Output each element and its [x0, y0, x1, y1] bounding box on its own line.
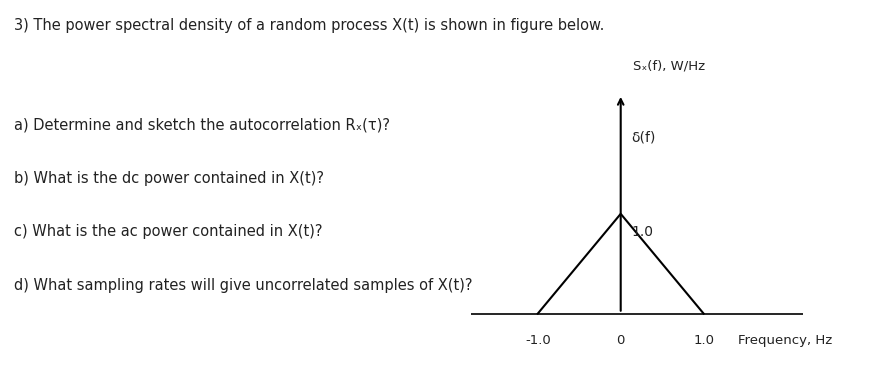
Text: 0: 0	[616, 333, 625, 347]
Text: a) Determine and sketch the autocorrelation Rₓ(τ)?: a) Determine and sketch the autocorrelat…	[14, 118, 390, 133]
Text: 1.0: 1.0	[631, 225, 654, 239]
Text: δ(f): δ(f)	[631, 131, 656, 145]
Text: d) What sampling rates will give uncorrelated samples of X(t)?: d) What sampling rates will give uncorre…	[14, 278, 472, 293]
Text: Sₓ(f), W/Hz: Sₓ(f), W/Hz	[633, 59, 705, 72]
Text: 3) The power spectral density of a random process X(t) is shown in figure below.: 3) The power spectral density of a rando…	[14, 18, 604, 33]
Text: c) What is the ac power contained in X(t)?: c) What is the ac power contained in X(t…	[14, 224, 322, 240]
Text: -1.0: -1.0	[525, 333, 551, 347]
Text: Frequency, Hz: Frequency, Hz	[738, 333, 832, 347]
Text: 1.0: 1.0	[693, 333, 714, 347]
Text: b) What is the dc power contained in X(t)?: b) What is the dc power contained in X(t…	[14, 171, 324, 186]
